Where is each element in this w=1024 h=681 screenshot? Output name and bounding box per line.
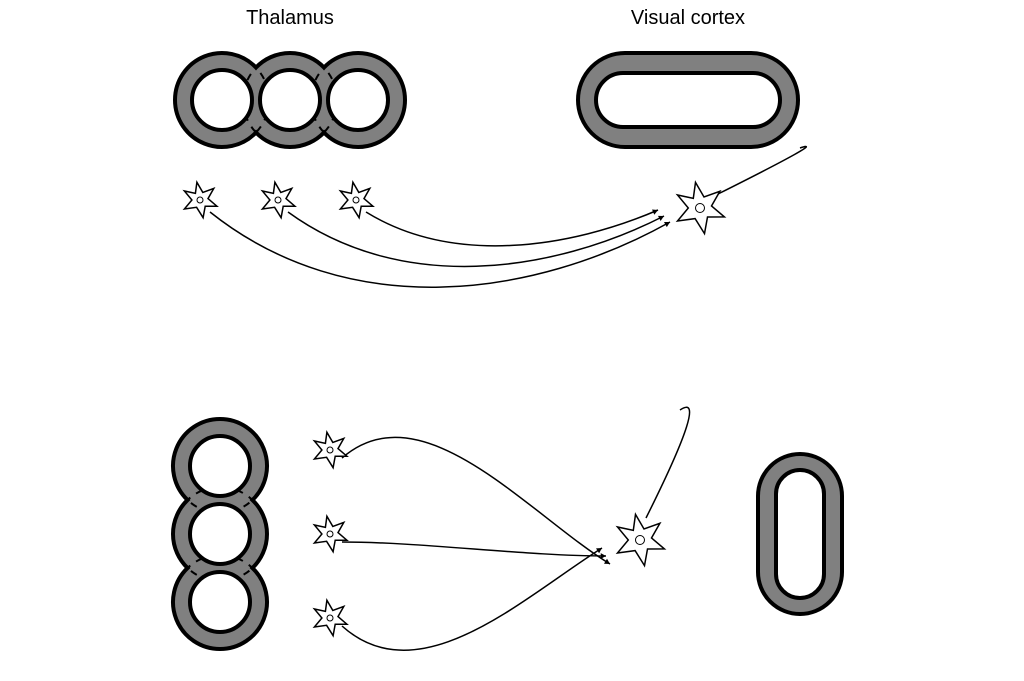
top-thalamic-neuron-1-soma [262, 182, 295, 217]
bottom-thalamic-neuron-0 [314, 432, 347, 467]
bottom-thalamus-rf-center-0 [190, 436, 250, 496]
top-thalamus-rf-center-1 [260, 70, 320, 130]
bottom-thalamic-neuron-1-soma [314, 516, 347, 551]
top-axon-0 [210, 212, 670, 287]
bottom-thalamus-rf [173, 419, 267, 649]
bottom-cortical-neuron [618, 514, 665, 565]
top-thalamic-neuron-1 [262, 182, 295, 217]
bottom-axon-2 [342, 548, 602, 650]
bottom-cortical-output [646, 407, 690, 518]
top-thalamus-rf-center-0 [192, 70, 252, 130]
top-thalamus-rf-center-2 [328, 70, 388, 130]
bottom-thalamic-neuron-2 [314, 600, 347, 635]
bottom-axon-1 [342, 542, 606, 556]
bottom-axons [342, 437, 610, 650]
bottom-thalamus-rf-center-2 [190, 572, 250, 632]
label-thalamus: Thalamus [246, 7, 334, 29]
panel-top [184, 146, 806, 287]
bottom-thalamic-neuron-1 [314, 516, 347, 551]
panel-bottom [314, 407, 689, 650]
bottom-axon-0 [342, 437, 610, 564]
top-thalamic-neuron-0 [184, 182, 217, 217]
top-axon-1 [288, 212, 664, 266]
bottom-thalamus-rf-center-1 [190, 504, 250, 564]
top-thalamic-neuron-0-soma [184, 182, 217, 217]
bottom-cortex-rf-inner [776, 470, 824, 598]
top-cortex-rf-inner [596, 73, 780, 127]
bottom-cortical-neuron-soma [618, 514, 665, 565]
top-cortical-neuron [678, 182, 725, 233]
top-cortical-neuron-soma [678, 182, 725, 233]
top-thalamus-rf [175, 53, 405, 147]
bottom-cortex-rf [758, 454, 842, 614]
top-cortical-output [718, 146, 806, 194]
bottom-thalamic-neuron-0-soma [314, 432, 347, 467]
top-cortex-rf [578, 53, 798, 147]
top-axon-2 [366, 210, 658, 246]
bottom-thalamic-neuron-2-soma [314, 600, 347, 635]
bottom-axon-1-terminal [601, 553, 606, 559]
label-visual-cortex: Visual cortex [631, 7, 745, 29]
top-axons [210, 209, 670, 287]
